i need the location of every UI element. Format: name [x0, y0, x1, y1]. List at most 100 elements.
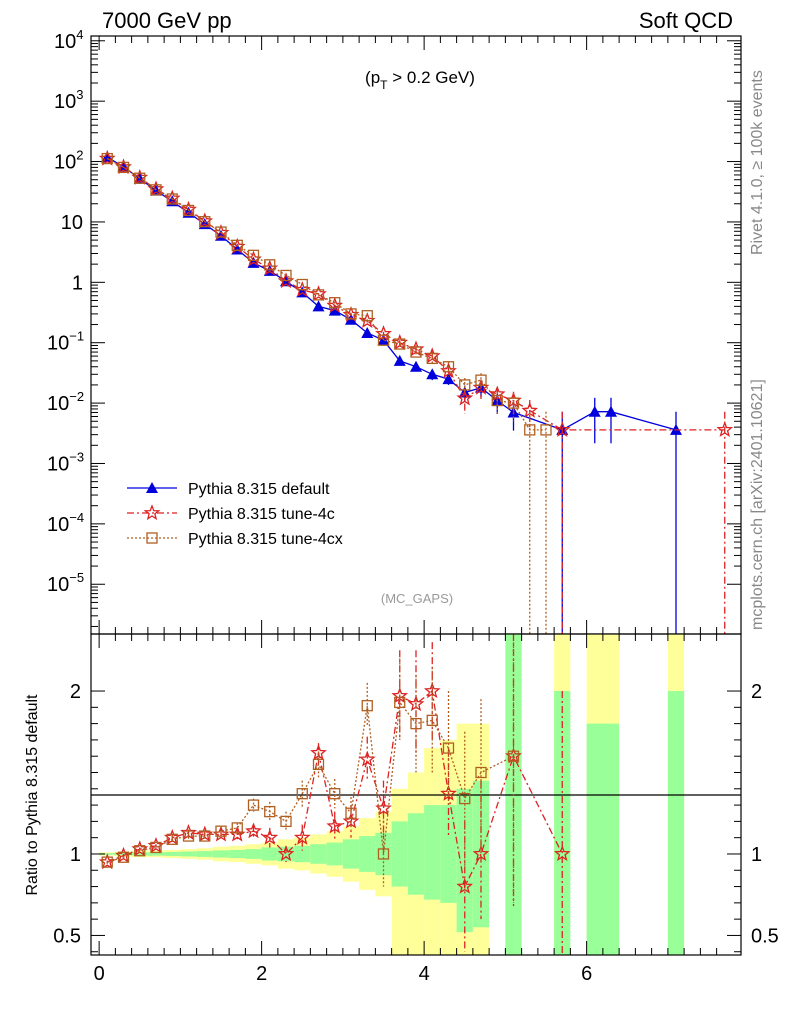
data-point: [521, 401, 539, 418]
data-point: [312, 300, 325, 312]
data-point: [507, 397, 520, 409]
x-tick-label: 0: [94, 963, 105, 985]
data-point: [459, 379, 471, 391]
ratio-point: [394, 696, 406, 709]
ratio-point: [423, 682, 441, 699]
data-point: [101, 152, 113, 165]
ratio-y-tick-label-right: 0.5: [751, 925, 779, 947]
ratio-point: [134, 845, 146, 857]
ratio-point: [150, 841, 162, 854]
data-point: [605, 405, 617, 417]
data-point: [491, 394, 503, 407]
ratio-point: [296, 788, 308, 800]
inner-band-bin: [359, 836, 376, 872]
main-y-tick-label: 10−5: [47, 570, 84, 596]
legend-marker: [143, 504, 161, 521]
inner-band-bin: [342, 839, 360, 869]
rivet-version-label: Rivet 4.1.0, ≥ 100k events: [749, 70, 766, 255]
ratio-point: [358, 750, 376, 767]
ratio-point: [199, 830, 211, 842]
ratio-point: [410, 717, 422, 730]
ratio-axes: 0.5 0.5 1 1 2 2: [53, 681, 779, 953]
data-point: [716, 421, 734, 437]
ratio-point: [277, 845, 295, 862]
data-point: [442, 361, 455, 373]
data-point: [393, 354, 406, 366]
inner-band-bin: [229, 849, 246, 859]
ratio-plot-frame: [90, 633, 742, 956]
series-line: [106, 156, 677, 431]
cut-label: (pT > 0.2 GeV): [365, 68, 475, 92]
ratio-y-tick-label-left: 0.5: [53, 925, 81, 947]
ratio-point: [245, 822, 262, 839]
ratio-point: [472, 845, 490, 862]
inner-band-bin: [440, 805, 457, 903]
data-point: [361, 310, 373, 322]
inner-band-bin: [310, 844, 327, 864]
data-point: [150, 184, 162, 196]
data-point: [182, 204, 195, 217]
data-point: [329, 297, 341, 309]
data-point: [540, 424, 552, 436]
data-point: [410, 346, 422, 358]
ratio-y-tick-label-left: 2: [70, 681, 81, 703]
ratio-y-axis-label: Ratio to Pythia 8.315 default: [24, 694, 41, 896]
ratio-series-square: [101, 642, 520, 903]
inner-band-bin: [424, 805, 441, 900]
inner-band-bin: [147, 852, 165, 856]
ratio-point: [312, 758, 325, 771]
ratio-line: [107, 689, 563, 889]
ratio-series: [98, 634, 571, 955]
data-point: [377, 334, 390, 346]
ratio-panel: 0.5 0.5 1 1 2 2 Ratio to Pythia 8.315 default: [24, 633, 779, 956]
data-point: [215, 226, 227, 238]
data-point: [328, 304, 341, 316]
ratio-point: [377, 848, 390, 860]
data-point: [456, 389, 474, 406]
legend-marker: [146, 532, 158, 544]
inner-band-bin: [131, 852, 148, 856]
ratio-point: [342, 812, 360, 829]
data-point: [361, 326, 374, 338]
x-axis: 0 2 4 6: [94, 36, 718, 985]
series-star: [98, 149, 734, 634]
main-y-tick-label: 10−3: [47, 449, 84, 475]
ratio-point: [442, 742, 455, 754]
data-point: [553, 421, 571, 437]
data-point: [475, 374, 487, 386]
ratio-y-tick-label-right: 2: [751, 681, 762, 703]
ratio-point: [280, 815, 292, 828]
ratio-point: [182, 830, 195, 842]
inner-band-bin: [212, 850, 230, 858]
data-point: [247, 249, 260, 261]
ratio-point: [293, 828, 311, 845]
legend-label: Pythia 8.315 tune-4cx: [188, 531, 343, 548]
x-tick-label: 2: [256, 963, 267, 985]
inner-band-bin: [245, 849, 262, 859]
ratio-y-tick-label-left: 1: [70, 844, 81, 866]
inner-band-bin: [326, 842, 343, 866]
analysis-label: (MC_GAPS): [381, 591, 453, 606]
data-point: [426, 368, 439, 380]
main-y-tick-label: 104: [54, 27, 83, 53]
ratio-y-tick-label-right: 1: [751, 844, 762, 866]
mcplots-source-label: mcplots.cern.ch [arXiv:2401.10621]: [749, 379, 766, 630]
data-point: [426, 352, 438, 365]
ratio-point: [456, 877, 474, 894]
data-point: [345, 308, 357, 320]
ratio-point: [459, 792, 471, 805]
main-y-tick-label: 10−4: [47, 510, 84, 536]
series-square: [101, 152, 552, 634]
header-energy-label: 7000 GeV pp: [102, 8, 232, 33]
legend-marker: [146, 482, 158, 493]
legend-label: Pythia 8.315 default: [188, 481, 330, 498]
inner-band-bin: [667, 691, 685, 955]
main-y-tick-label: 10−1: [47, 329, 84, 355]
inner-band-bin: [472, 780, 490, 928]
data-point: [394, 338, 406, 350]
ratio-point: [361, 700, 373, 712]
data-point: [264, 259, 276, 271]
data-point: [296, 278, 308, 291]
